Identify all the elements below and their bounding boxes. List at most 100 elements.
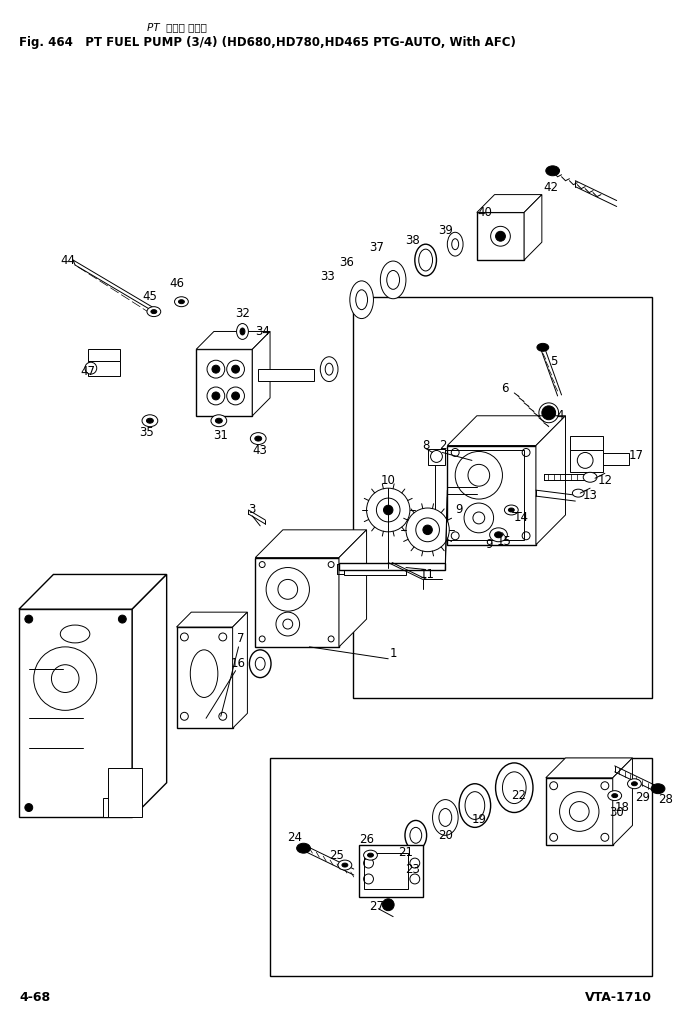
Ellipse shape [504,505,518,515]
Circle shape [416,518,439,542]
Text: 10: 10 [381,474,396,487]
Ellipse shape [459,784,491,827]
Ellipse shape [627,779,641,789]
Polygon shape [344,564,406,576]
Ellipse shape [494,532,502,538]
Circle shape [25,804,33,811]
Polygon shape [447,445,536,545]
Ellipse shape [179,300,185,304]
Text: 19: 19 [471,813,486,826]
Text: 1: 1 [389,647,397,660]
Ellipse shape [583,473,597,482]
Ellipse shape [608,791,621,801]
Text: 25: 25 [329,849,344,862]
Text: 28: 28 [659,793,674,806]
Text: 4-68: 4-68 [19,990,50,1004]
Ellipse shape [325,363,333,375]
Ellipse shape [364,850,378,860]
Ellipse shape [297,844,310,853]
Circle shape [212,392,220,399]
Circle shape [376,498,400,522]
Ellipse shape [147,418,153,423]
Polygon shape [339,530,367,647]
Text: 36: 36 [340,256,354,269]
Text: 42: 42 [543,181,558,195]
Ellipse shape [175,297,188,307]
Ellipse shape [546,166,559,175]
Circle shape [232,392,240,399]
Polygon shape [364,853,408,889]
Polygon shape [536,416,566,545]
Ellipse shape [631,782,638,786]
Polygon shape [570,435,603,450]
Polygon shape [132,575,166,817]
Text: 30: 30 [609,806,624,819]
Text: 47: 47 [80,365,95,378]
Polygon shape [196,350,253,416]
Ellipse shape [338,860,352,870]
Polygon shape [359,845,423,897]
Polygon shape [339,562,445,570]
Ellipse shape [142,415,158,427]
Text: 17: 17 [629,449,644,462]
Polygon shape [177,627,233,729]
Polygon shape [524,195,542,260]
Text: 44: 44 [60,254,75,267]
Ellipse shape [387,270,399,289]
Circle shape [406,508,449,551]
Ellipse shape [320,357,338,381]
Polygon shape [177,612,247,627]
Text: 40: 40 [477,206,492,219]
Text: 24: 24 [287,830,302,844]
Polygon shape [107,768,142,817]
Text: 12: 12 [598,474,612,487]
Circle shape [367,488,410,532]
Circle shape [423,525,433,535]
Polygon shape [258,369,314,381]
Text: 4: 4 [557,410,564,422]
Text: 43: 43 [253,444,268,457]
Polygon shape [19,609,132,817]
Circle shape [232,365,240,373]
Ellipse shape [612,794,618,798]
Text: 16: 16 [231,657,246,671]
Circle shape [542,406,555,420]
Text: 6: 6 [500,382,508,395]
Polygon shape [255,530,367,557]
Polygon shape [546,777,612,845]
Text: 20: 20 [438,828,453,842]
Polygon shape [233,612,247,729]
Polygon shape [103,798,132,817]
Text: 32: 32 [235,307,250,320]
Circle shape [118,615,126,623]
Ellipse shape [439,808,452,826]
Ellipse shape [490,528,507,542]
Text: 26: 26 [359,833,374,846]
Polygon shape [428,448,445,466]
Text: 15: 15 [497,535,512,548]
Polygon shape [88,350,120,361]
Polygon shape [477,195,542,212]
Text: 5: 5 [550,355,557,368]
Text: 45: 45 [143,290,158,304]
Text: 21: 21 [399,846,414,859]
Text: 29: 29 [635,791,650,804]
Text: 3: 3 [249,503,256,517]
Polygon shape [88,361,120,376]
Text: 13: 13 [583,489,598,501]
Text: 2: 2 [439,439,446,452]
Ellipse shape [447,232,463,256]
Circle shape [118,804,126,811]
Text: 22: 22 [511,789,526,802]
Text: 8: 8 [422,439,429,452]
Polygon shape [19,575,166,609]
Text: 23: 23 [405,862,420,875]
Ellipse shape [367,853,373,857]
Text: 37: 37 [369,240,384,254]
Ellipse shape [190,650,218,697]
Circle shape [212,365,220,373]
Text: 34: 34 [255,325,270,338]
Ellipse shape [342,863,348,867]
Ellipse shape [380,261,406,299]
Ellipse shape [651,784,665,794]
